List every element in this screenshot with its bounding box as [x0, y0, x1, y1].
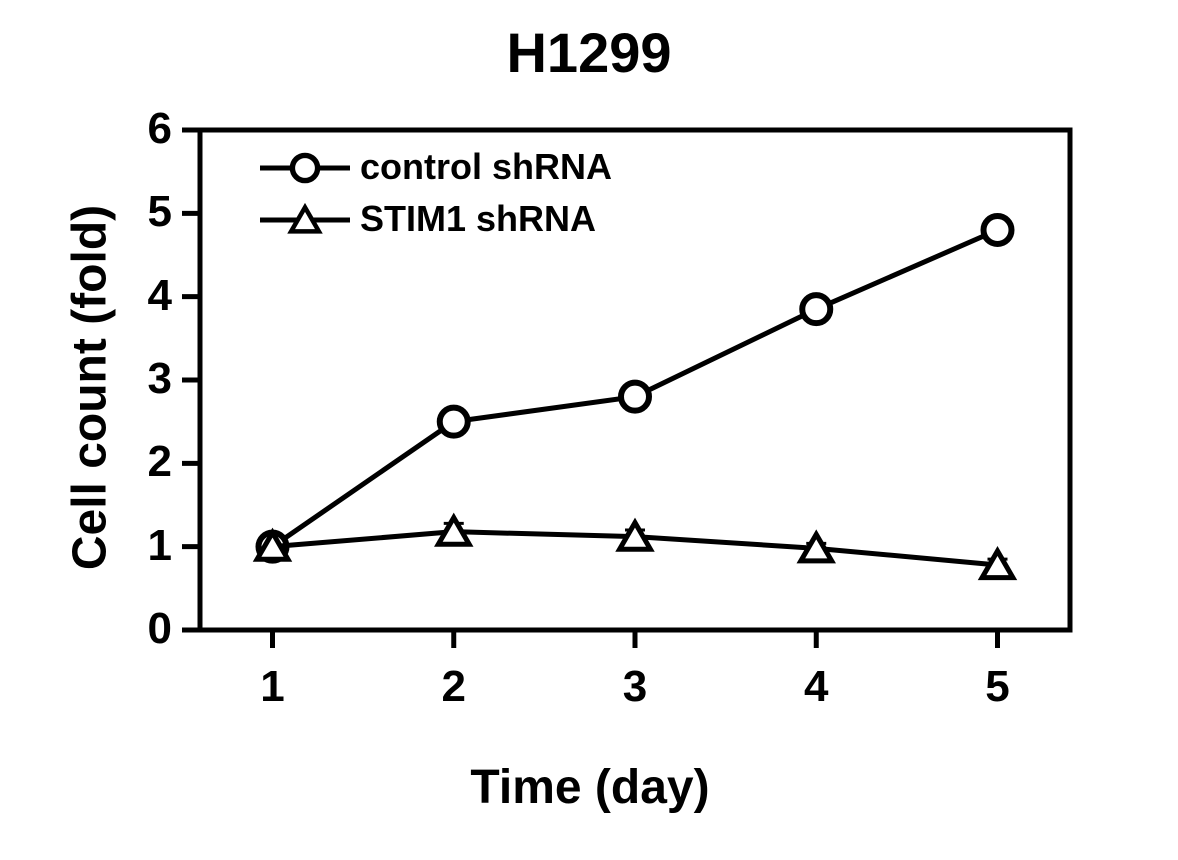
x-tick-label: 2: [424, 662, 484, 712]
chart-container: H1299 Cell count (fold) Time (day) 01234…: [0, 0, 1178, 860]
x-tick-label: 5: [968, 662, 1028, 712]
chart-svg: [0, 0, 1178, 860]
x-tick-label: 4: [786, 662, 846, 712]
y-axis-label: Cell count (fold): [63, 178, 118, 598]
x-tick-label: 1: [243, 662, 303, 712]
legend-item: control shRNA: [360, 146, 612, 188]
x-tick-label: 3: [605, 662, 665, 712]
y-tick-label: 0: [122, 604, 172, 654]
y-tick-label: 4: [122, 271, 172, 321]
x-axis-label: Time (day): [100, 760, 1080, 815]
y-tick-label: 3: [122, 354, 172, 404]
y-tick-label: 6: [122, 104, 172, 154]
y-tick-label: 1: [122, 521, 172, 571]
y-tick-label: 2: [122, 437, 172, 487]
legend-item: STIM1 shRNA: [360, 198, 596, 240]
y-tick-label: 5: [122, 187, 172, 237]
